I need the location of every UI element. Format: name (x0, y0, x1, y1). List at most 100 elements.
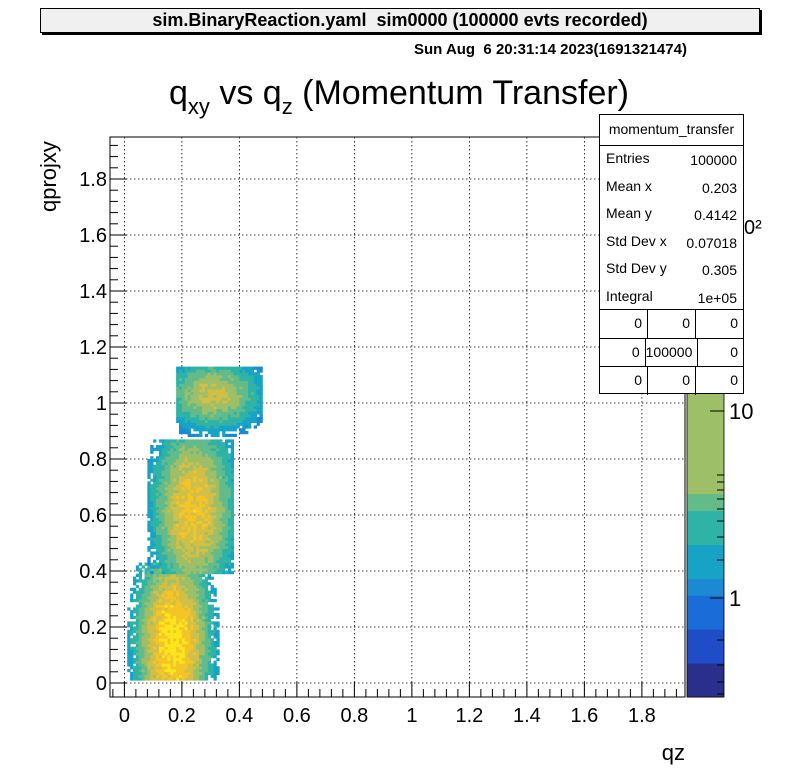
heatmap-cell (204, 383, 209, 387)
heatmap-cell (173, 517, 177, 521)
heatmap-cell (127, 652, 131, 656)
heatmap-cell (170, 669, 174, 673)
heatmap-cell (190, 495, 194, 499)
heatmap-cell (170, 657, 174, 661)
heatmap-cell (222, 562, 226, 566)
heatmap-cell (173, 456, 177, 460)
heatmap-cell (153, 641, 157, 645)
heatmap-cell (225, 523, 229, 527)
heatmap-cell (161, 492, 166, 496)
heatmap-cell (202, 677, 206, 681)
heatmap-cell (167, 657, 171, 661)
heatmap-cell (213, 375, 217, 379)
heatmap-cell (202, 652, 206, 656)
heatmap-cell (184, 621, 189, 625)
heatmap-cell (202, 405, 206, 409)
heatmap-cell (179, 464, 183, 468)
heatmap-cell (181, 394, 186, 398)
heatmap-cell (230, 537, 235, 541)
heatmap-cell (225, 450, 229, 454)
heatmap-cell (193, 545, 197, 549)
heatmap-cell (158, 467, 163, 471)
heatmap-cell (181, 456, 186, 460)
heatmap-cell (204, 604, 209, 608)
heatmap-cell (199, 537, 203, 541)
heatmap-cell (176, 671, 180, 675)
heatmap-cell (170, 601, 174, 605)
heatmap-cell (181, 646, 186, 650)
heatmap-cell (164, 599, 168, 603)
heatmap-cell (253, 394, 258, 398)
heatmap-cell (202, 450, 206, 454)
heatmap-cell (135, 657, 140, 661)
heatmap-cell (173, 495, 177, 499)
heatmap-cell (167, 506, 171, 510)
heatmap-cell (225, 372, 229, 376)
heatmap-cell (193, 467, 197, 471)
heatmap-cell (230, 369, 235, 373)
heatmap-cell (187, 548, 191, 552)
heatmap-cell (193, 629, 197, 633)
heatmap-cell (196, 551, 200, 555)
heatmap-cell (179, 450, 183, 454)
heatmap-cell (170, 498, 174, 502)
heatmap-cell (164, 467, 168, 471)
heatmap-cell (158, 492, 163, 496)
heatmap-cell (156, 573, 160, 577)
heatmap-cell (239, 383, 243, 387)
heatmap-cell (190, 545, 194, 549)
heatmap-cell (176, 543, 180, 547)
heatmap-cell (187, 652, 191, 656)
heatmap-cell (222, 405, 226, 409)
heatmap-cell (156, 593, 160, 597)
heatmap-cell (196, 419, 200, 423)
heatmap-cell (204, 419, 209, 423)
heatmap-cell (156, 459, 160, 463)
heatmap-cell (156, 669, 160, 673)
heatmap-cell (250, 380, 255, 384)
heatmap-cell (158, 509, 163, 513)
heatmap-cell (153, 649, 157, 653)
palette-swatch (687, 442, 724, 461)
heatmap-cell (153, 576, 157, 580)
heatmap-cell (193, 389, 197, 393)
heatmap-cell (204, 517, 209, 521)
heatmap-cell (164, 450, 168, 454)
heatmap-cell (193, 394, 197, 398)
heatmap-cell (176, 607, 180, 611)
heatmap-cell (138, 669, 143, 673)
heatmap-cell (207, 453, 212, 457)
heatmap-cell (196, 573, 200, 577)
heatmap-cell (256, 386, 260, 390)
heatmap-cell (207, 492, 212, 496)
heatmap-cell (181, 627, 186, 631)
heatmap-cell (181, 607, 186, 611)
heatmap-cell (164, 590, 168, 594)
heatmap-cell (158, 540, 163, 544)
heatmap-cell (213, 548, 217, 552)
heatmap-cell (184, 587, 189, 591)
heatmap-cell (147, 529, 151, 533)
heatmap-cell (210, 425, 214, 429)
heatmap-cell (176, 467, 180, 471)
heatmap-cell (193, 649, 197, 653)
heatmap-cell (170, 456, 174, 460)
heatmap-cell (164, 447, 168, 451)
heatmap-cell (202, 601, 206, 605)
heatmap-cell (199, 649, 203, 653)
heatmap-cell (164, 582, 168, 586)
heatmap-cell (153, 627, 157, 631)
heatmap-cell (202, 377, 206, 381)
heatmap-cell (190, 526, 194, 530)
heatmap-cell (207, 445, 212, 449)
heatmap-cell (248, 380, 252, 384)
heatmap-cell (133, 621, 137, 625)
heatmap-cell (202, 674, 206, 678)
heatmap-cell (190, 509, 194, 513)
heatmap-cell (225, 562, 229, 566)
heatmap-cell (190, 397, 194, 401)
heatmap-cell (156, 571, 160, 575)
heatmap-cell (156, 548, 160, 552)
heatmap-cell (179, 615, 183, 619)
heatmap-cell (219, 526, 223, 530)
